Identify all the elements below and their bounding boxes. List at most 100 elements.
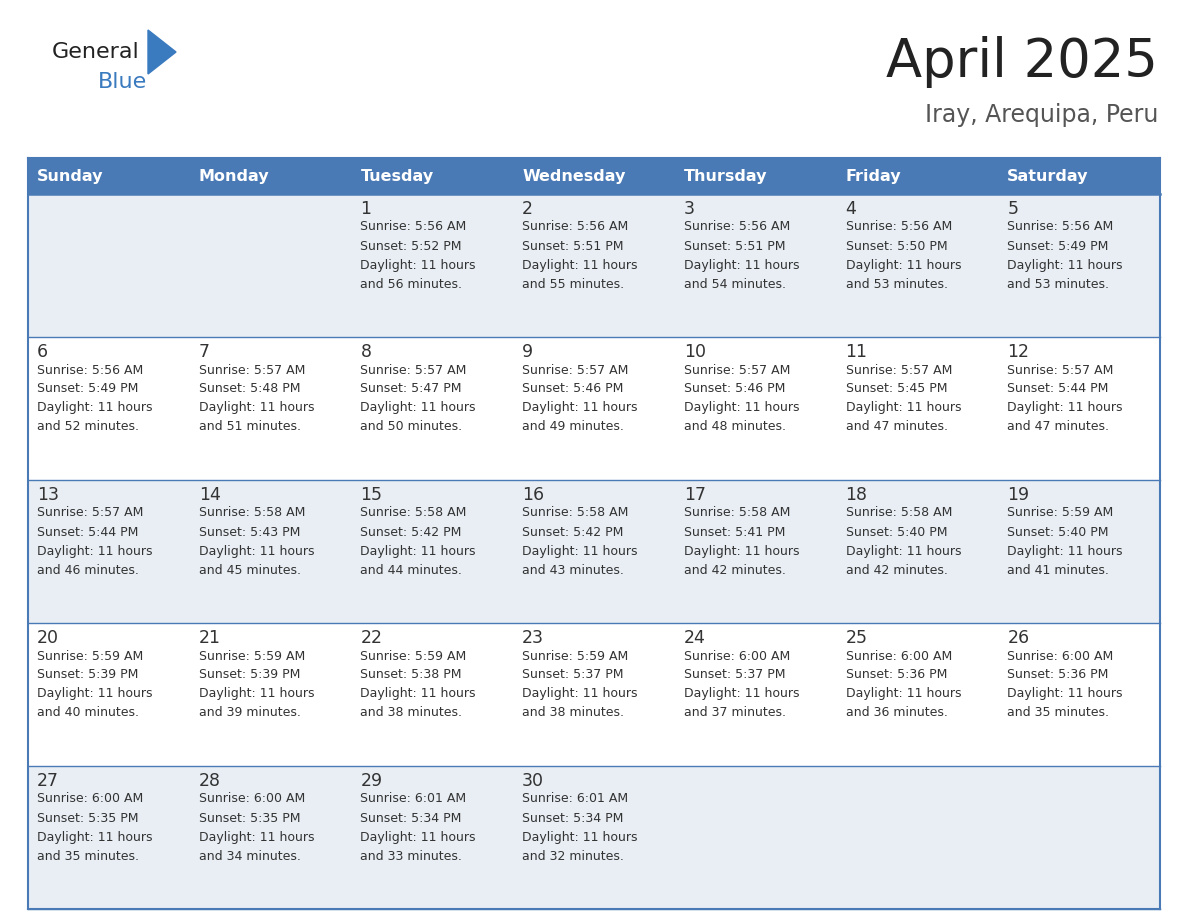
- Text: Sunrise: 6:00 AM: Sunrise: 6:00 AM: [846, 650, 952, 663]
- Text: and 53 minutes.: and 53 minutes.: [846, 277, 948, 290]
- Bar: [675, 480, 836, 623]
- Text: Sunset: 5:39 PM: Sunset: 5:39 PM: [198, 668, 301, 681]
- Text: Daylight: 11 hours: Daylight: 11 hours: [523, 831, 638, 844]
- Text: Sunrise: 5:56 AM: Sunrise: 5:56 AM: [1007, 220, 1113, 233]
- Text: Sunset: 5:46 PM: Sunset: 5:46 PM: [684, 383, 785, 396]
- Text: Sunrise: 6:00 AM: Sunrise: 6:00 AM: [1007, 650, 1113, 663]
- Text: Daylight: 11 hours: Daylight: 11 hours: [360, 688, 476, 700]
- Text: Sunset: 5:49 PM: Sunset: 5:49 PM: [37, 383, 138, 396]
- Text: Sunrise: 5:58 AM: Sunrise: 5:58 AM: [523, 507, 628, 520]
- Text: Sunrise: 5:57 AM: Sunrise: 5:57 AM: [684, 364, 790, 376]
- Text: 2: 2: [523, 200, 533, 218]
- Text: Sunrise: 5:57 AM: Sunrise: 5:57 AM: [37, 507, 144, 520]
- Text: Sunrise: 6:01 AM: Sunrise: 6:01 AM: [523, 792, 628, 805]
- Text: Friday: Friday: [846, 169, 902, 184]
- Text: Daylight: 11 hours: Daylight: 11 hours: [198, 544, 314, 557]
- Text: 14: 14: [198, 486, 221, 504]
- Text: and 42 minutes.: and 42 minutes.: [684, 564, 785, 577]
- Bar: [998, 766, 1159, 909]
- Text: 30: 30: [523, 772, 544, 790]
- Text: and 40 minutes.: and 40 minutes.: [37, 707, 139, 720]
- Bar: [836, 337, 998, 480]
- Text: Sunrise: 5:56 AM: Sunrise: 5:56 AM: [846, 220, 952, 233]
- Text: Sunrise: 6:00 AM: Sunrise: 6:00 AM: [37, 792, 144, 805]
- Text: Tuesday: Tuesday: [360, 169, 434, 184]
- Bar: [675, 337, 836, 480]
- Text: Sunset: 5:51 PM: Sunset: 5:51 PM: [523, 240, 624, 252]
- Bar: [352, 766, 513, 909]
- Text: Sunrise: 5:59 AM: Sunrise: 5:59 AM: [360, 650, 467, 663]
- Text: and 56 minutes.: and 56 minutes.: [360, 277, 462, 290]
- Text: and 38 minutes.: and 38 minutes.: [360, 707, 462, 720]
- Bar: [836, 158, 998, 194]
- Text: Sunrise: 5:56 AM: Sunrise: 5:56 AM: [523, 220, 628, 233]
- Bar: [352, 337, 513, 480]
- Text: Sunset: 5:42 PM: Sunset: 5:42 PM: [360, 525, 462, 539]
- Text: Sunset: 5:41 PM: Sunset: 5:41 PM: [684, 525, 785, 539]
- Text: Daylight: 11 hours: Daylight: 11 hours: [37, 544, 152, 557]
- Text: Monday: Monday: [198, 169, 270, 184]
- Text: 26: 26: [1007, 629, 1030, 647]
- Text: 18: 18: [846, 486, 867, 504]
- Text: 7: 7: [198, 343, 210, 361]
- Text: Sunrise: 5:57 AM: Sunrise: 5:57 AM: [360, 364, 467, 376]
- Text: 10: 10: [684, 343, 706, 361]
- Text: Daylight: 11 hours: Daylight: 11 hours: [1007, 688, 1123, 700]
- Bar: [513, 480, 675, 623]
- Text: 5: 5: [1007, 200, 1018, 218]
- Bar: [29, 337, 190, 480]
- Bar: [513, 194, 675, 337]
- Text: Sunset: 5:36 PM: Sunset: 5:36 PM: [846, 668, 947, 681]
- Text: Sunset: 5:46 PM: Sunset: 5:46 PM: [523, 383, 624, 396]
- Text: 19: 19: [1007, 486, 1030, 504]
- Text: and 45 minutes.: and 45 minutes.: [198, 564, 301, 577]
- Text: Daylight: 11 hours: Daylight: 11 hours: [846, 401, 961, 415]
- Text: Sunrise: 5:58 AM: Sunrise: 5:58 AM: [198, 507, 305, 520]
- Text: Daylight: 11 hours: Daylight: 11 hours: [37, 831, 152, 844]
- Text: and 50 minutes.: and 50 minutes.: [360, 420, 462, 433]
- Text: Daylight: 11 hours: Daylight: 11 hours: [684, 401, 800, 415]
- Bar: [836, 480, 998, 623]
- Text: 11: 11: [846, 343, 867, 361]
- Text: Sunday: Sunday: [37, 169, 103, 184]
- Text: Daylight: 11 hours: Daylight: 11 hours: [846, 688, 961, 700]
- Bar: [29, 158, 190, 194]
- Text: and 47 minutes.: and 47 minutes.: [1007, 420, 1110, 433]
- Bar: [352, 623, 513, 766]
- Text: and 36 minutes.: and 36 minutes.: [846, 707, 948, 720]
- Text: Sunset: 5:48 PM: Sunset: 5:48 PM: [198, 383, 301, 396]
- Text: and 34 minutes.: and 34 minutes.: [198, 849, 301, 863]
- Bar: [836, 623, 998, 766]
- Text: Sunset: 5:50 PM: Sunset: 5:50 PM: [846, 240, 947, 252]
- Bar: [190, 194, 352, 337]
- Text: Sunrise: 5:57 AM: Sunrise: 5:57 AM: [1007, 364, 1113, 376]
- Bar: [513, 337, 675, 480]
- Text: Sunrise: 5:59 AM: Sunrise: 5:59 AM: [523, 650, 628, 663]
- Text: and 35 minutes.: and 35 minutes.: [1007, 707, 1110, 720]
- Text: Sunset: 5:42 PM: Sunset: 5:42 PM: [523, 525, 624, 539]
- Text: 12: 12: [1007, 343, 1029, 361]
- Bar: [675, 194, 836, 337]
- Text: Saturday: Saturday: [1007, 169, 1088, 184]
- Text: Sunrise: 5:59 AM: Sunrise: 5:59 AM: [198, 650, 305, 663]
- Text: Sunset: 5:35 PM: Sunset: 5:35 PM: [198, 812, 301, 824]
- Text: Daylight: 11 hours: Daylight: 11 hours: [1007, 259, 1123, 272]
- Bar: [998, 194, 1159, 337]
- Text: 3: 3: [684, 200, 695, 218]
- Text: and 35 minutes.: and 35 minutes.: [37, 849, 139, 863]
- Text: Daylight: 11 hours: Daylight: 11 hours: [684, 544, 800, 557]
- Text: 8: 8: [360, 343, 372, 361]
- Bar: [998, 337, 1159, 480]
- Text: Daylight: 11 hours: Daylight: 11 hours: [360, 401, 476, 415]
- Text: and 43 minutes.: and 43 minutes.: [523, 564, 624, 577]
- Text: Sunset: 5:51 PM: Sunset: 5:51 PM: [684, 240, 785, 252]
- Bar: [513, 766, 675, 909]
- Bar: [675, 623, 836, 766]
- Polygon shape: [148, 30, 176, 74]
- Text: Sunset: 5:37 PM: Sunset: 5:37 PM: [523, 668, 624, 681]
- Text: Sunset: 5:40 PM: Sunset: 5:40 PM: [1007, 525, 1108, 539]
- Bar: [190, 337, 352, 480]
- Bar: [675, 158, 836, 194]
- Text: Daylight: 11 hours: Daylight: 11 hours: [360, 544, 476, 557]
- Text: Daylight: 11 hours: Daylight: 11 hours: [198, 831, 314, 844]
